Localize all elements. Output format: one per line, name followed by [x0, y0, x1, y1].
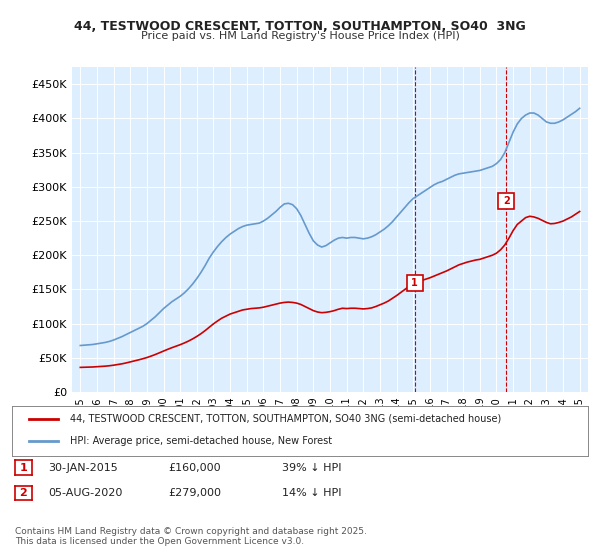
Text: 2: 2 — [503, 196, 510, 206]
Text: Contains HM Land Registry data © Crown copyright and database right 2025.
This d: Contains HM Land Registry data © Crown c… — [15, 526, 367, 546]
Text: £160,000: £160,000 — [168, 463, 221, 473]
Text: 44, TESTWOOD CRESCENT, TOTTON, SOUTHAMPTON, SO40 3NG (semi-detached house): 44, TESTWOOD CRESCENT, TOTTON, SOUTHAMPT… — [70, 414, 501, 423]
Text: 05-AUG-2020: 05-AUG-2020 — [48, 488, 122, 498]
Text: HPI: Average price, semi-detached house, New Forest: HPI: Average price, semi-detached house,… — [70, 436, 332, 446]
Text: 1: 1 — [411, 278, 418, 288]
Text: £279,000: £279,000 — [168, 488, 221, 498]
Text: 2: 2 — [20, 488, 27, 498]
Text: 39% ↓ HPI: 39% ↓ HPI — [282, 463, 341, 473]
Text: 30-JAN-2015: 30-JAN-2015 — [48, 463, 118, 473]
Text: 14% ↓ HPI: 14% ↓ HPI — [282, 488, 341, 498]
Text: Price paid vs. HM Land Registry's House Price Index (HPI): Price paid vs. HM Land Registry's House … — [140, 31, 460, 41]
Text: 1: 1 — [20, 463, 27, 473]
Text: 44, TESTWOOD CRESCENT, TOTTON, SOUTHAMPTON, SO40  3NG: 44, TESTWOOD CRESCENT, TOTTON, SOUTHAMPT… — [74, 20, 526, 32]
